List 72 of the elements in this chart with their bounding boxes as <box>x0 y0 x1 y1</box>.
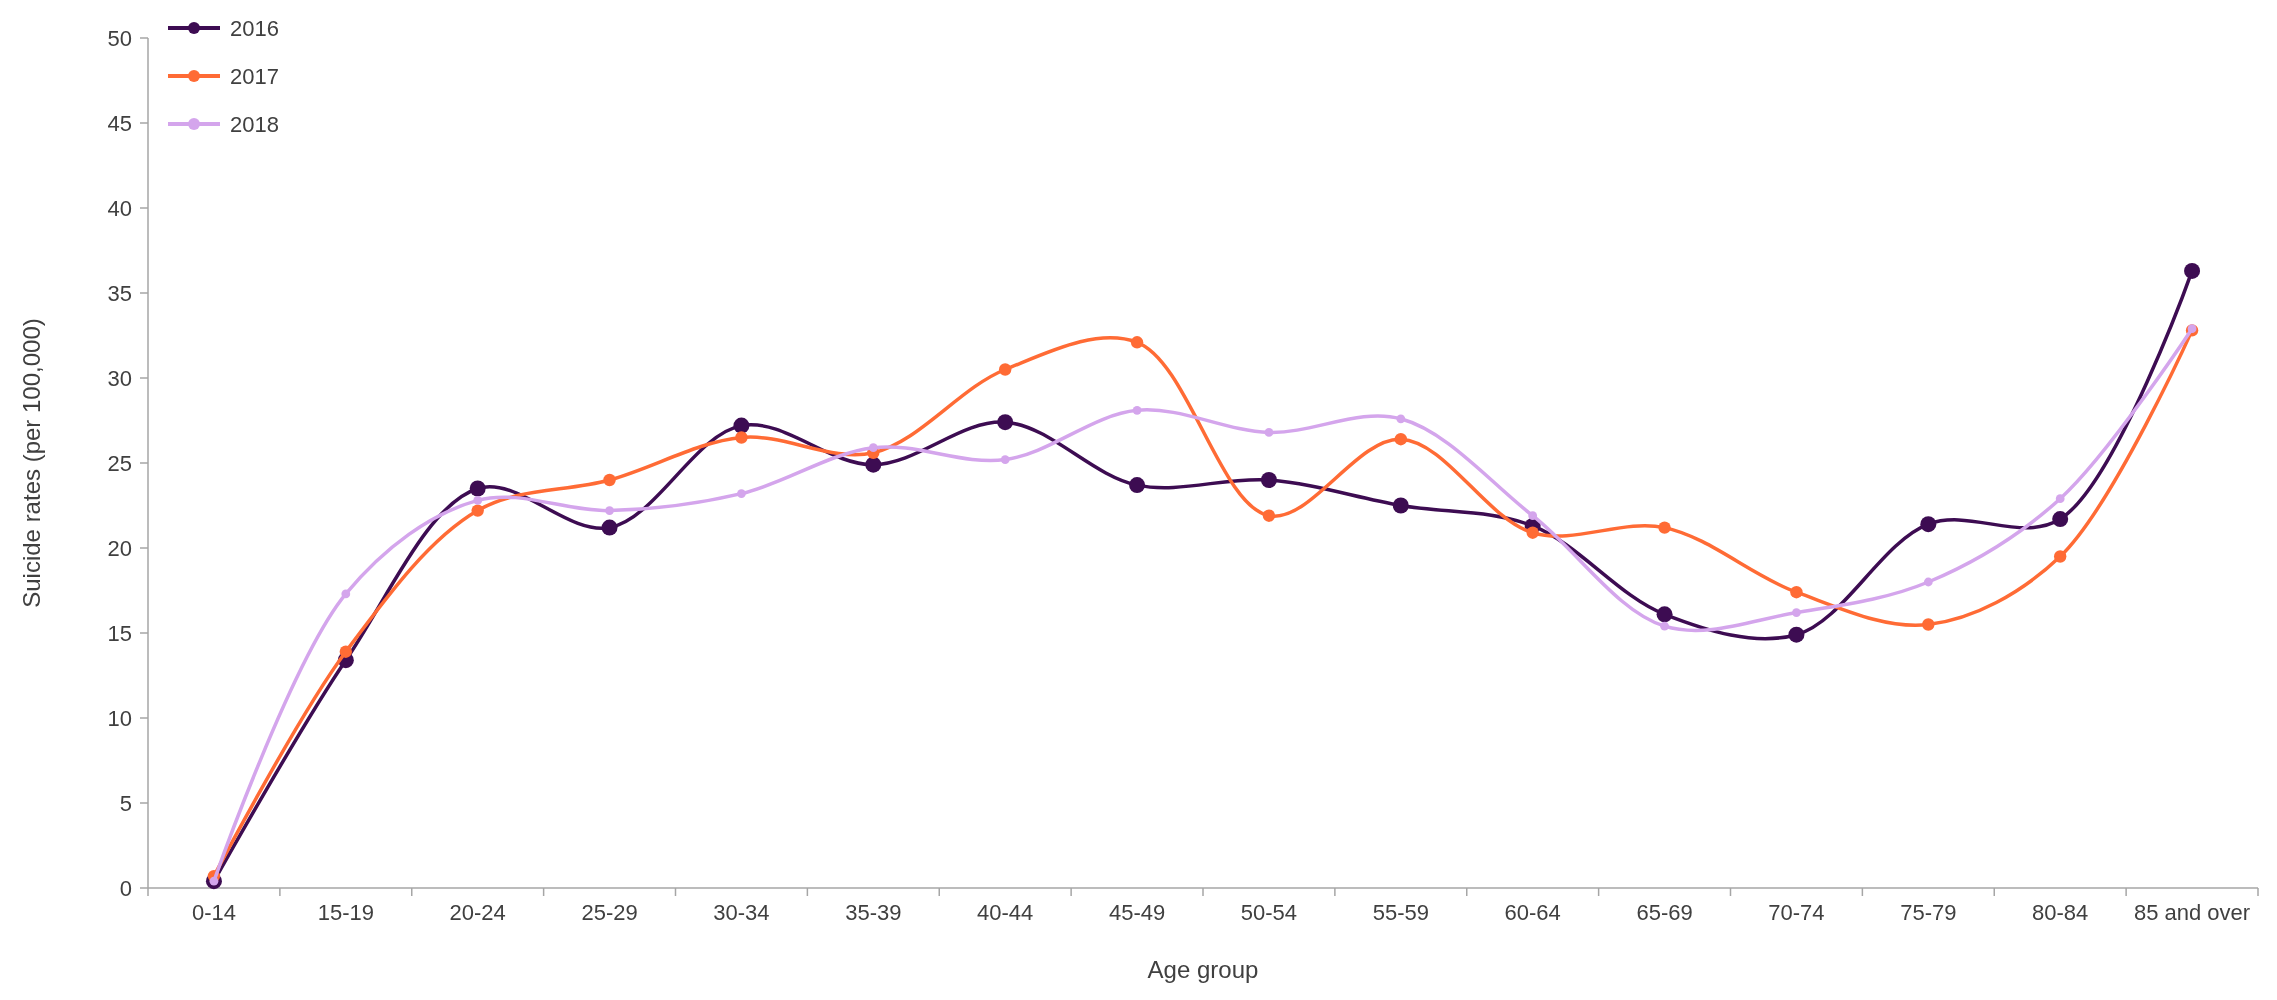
x-tick-label: 25-29 <box>581 900 638 925</box>
y-tick-label: 10 <box>107 705 132 731</box>
x-tick-label: 50-54 <box>1240 900 1298 925</box>
point <box>1262 509 1276 522</box>
point <box>1129 477 1146 494</box>
x-tick-label: 65-69 <box>1636 900 1693 925</box>
point <box>1260 472 1277 488</box>
x-tick-label: 55-59 <box>1372 900 1429 925</box>
y-tick-label: 30 <box>107 365 132 391</box>
y-tick-label: 35 <box>107 280 132 306</box>
y-tick-label: 45 <box>107 110 132 136</box>
point <box>341 589 351 599</box>
point <box>1526 526 1539 539</box>
y-axis-title: Suicide rates (per 100,000) <box>18 318 45 608</box>
point <box>1788 626 1805 643</box>
point <box>1392 497 1409 514</box>
x-tick-label: 75-79 <box>1900 900 1957 925</box>
x-tick-label: 80-84 <box>2032 900 2089 925</box>
point <box>733 417 750 434</box>
y-tick-label: 40 <box>107 195 132 221</box>
point <box>1264 428 1274 437</box>
point <box>1922 618 1935 631</box>
y-tick-label: 15 <box>107 620 132 646</box>
point <box>1658 521 1671 534</box>
x-tick-label: 45-49 <box>1108 900 1166 925</box>
legend-label: 2017 <box>230 63 279 89</box>
point <box>471 504 484 517</box>
y-tick-label: 0 <box>119 875 132 901</box>
point <box>868 443 878 453</box>
point <box>469 480 486 497</box>
x-tick-label: 20-24 <box>449 900 506 925</box>
x-tick-label: 0-14 <box>191 900 236 925</box>
y-tick-label: 50 <box>107 25 132 51</box>
x-tick-label: 30-34 <box>713 900 770 925</box>
x-tick-label: 35-39 <box>845 900 902 925</box>
point <box>1130 336 1144 349</box>
point <box>2053 550 2067 563</box>
point <box>1923 577 1933 587</box>
point <box>1000 455 1010 464</box>
point <box>339 645 353 658</box>
point <box>865 456 882 473</box>
point <box>1132 405 1142 415</box>
y-tick-label: 25 <box>107 450 132 476</box>
point <box>1528 511 1538 521</box>
point <box>2184 262 2201 279</box>
y-tick-label: 5 <box>119 790 132 816</box>
x-axis-title: Age group <box>1147 956 1259 983</box>
point <box>998 363 1012 376</box>
point <box>1394 433 1408 446</box>
point <box>603 473 616 487</box>
point <box>605 506 614 515</box>
point <box>1920 516 1937 533</box>
point <box>2052 511 2069 528</box>
point <box>601 519 618 536</box>
x-tick-label: 60-64 <box>1504 900 1561 925</box>
legend-label: 2018 <box>230 111 279 137</box>
x-tick-label: 85 and over <box>2133 900 2251 925</box>
point <box>735 431 748 444</box>
legend-label: 2016 <box>230 15 279 41</box>
x-tick-label: 40-44 <box>977 900 1034 925</box>
point <box>1396 414 1406 424</box>
point <box>737 489 746 498</box>
point <box>1656 606 1673 623</box>
y-tick-label: 20 <box>107 535 132 561</box>
x-tick-label: 15-19 <box>317 900 374 925</box>
point <box>2055 494 2065 504</box>
point <box>997 414 1014 431</box>
point <box>1792 608 1801 617</box>
point <box>1660 621 1669 631</box>
point <box>1790 586 1803 599</box>
x-tick-label: 70-74 <box>1768 900 1825 925</box>
point <box>473 496 483 505</box>
